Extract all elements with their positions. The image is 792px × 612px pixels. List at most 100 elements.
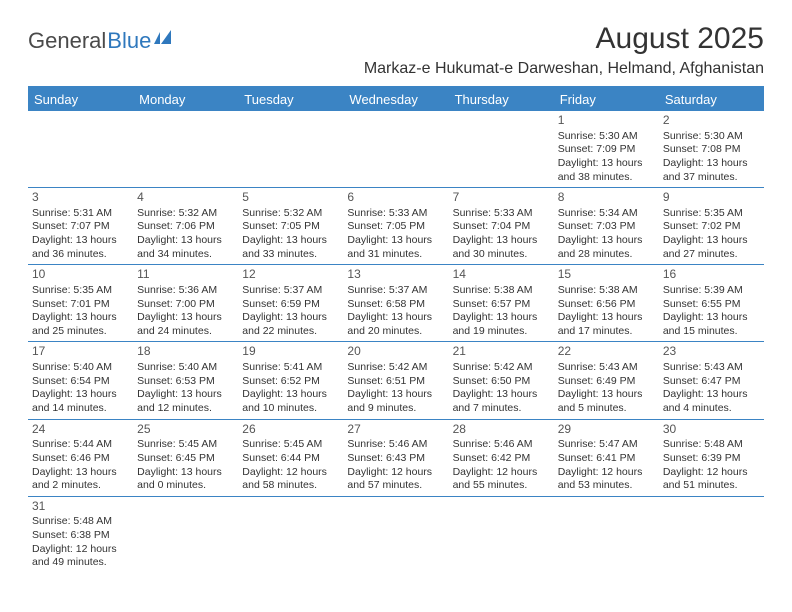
weekday-monday: Monday: [133, 88, 238, 111]
sunset-line: Sunset: 6:59 PM: [242, 298, 339, 312]
sunset-line: Sunset: 6:42 PM: [453, 452, 550, 466]
day-number: 22: [558, 344, 655, 360]
daylight-line: Daylight: 13 hours and 38 minutes.: [558, 157, 655, 184]
daylight-line: Daylight: 13 hours and 12 minutes.: [137, 388, 234, 415]
day-cell-11: 11Sunrise: 5:36 AMSunset: 7:00 PMDayligh…: [133, 265, 238, 341]
day-number: 29: [558, 422, 655, 438]
day-cell-8: 8Sunrise: 5:34 AMSunset: 7:03 PMDaylight…: [554, 188, 659, 264]
sunset-line: Sunset: 7:04 PM: [453, 220, 550, 234]
daylight-line: Daylight: 13 hours and 2 minutes.: [32, 466, 129, 493]
day-cell-5: 5Sunrise: 5:32 AMSunset: 7:05 PMDaylight…: [238, 188, 343, 264]
week-row: 17Sunrise: 5:40 AMSunset: 6:54 PMDayligh…: [28, 342, 764, 419]
day-number: 10: [32, 267, 129, 283]
daylight-line: Daylight: 13 hours and 15 minutes.: [663, 311, 760, 338]
day-cell-empty: [238, 111, 343, 187]
daylight-line: Daylight: 13 hours and 7 minutes.: [453, 388, 550, 415]
sunrise-line: Sunrise: 5:48 AM: [32, 515, 129, 529]
sunrise-line: Sunrise: 5:43 AM: [558, 361, 655, 375]
sunrise-line: Sunrise: 5:35 AM: [32, 284, 129, 298]
sunrise-line: Sunrise: 5:48 AM: [663, 438, 760, 452]
daylight-line: Daylight: 13 hours and 30 minutes.: [453, 234, 550, 261]
day-cell-14: 14Sunrise: 5:38 AMSunset: 6:57 PMDayligh…: [449, 265, 554, 341]
sunset-line: Sunset: 6:58 PM: [347, 298, 444, 312]
day-number: 1: [558, 113, 655, 129]
daylight-line: Daylight: 12 hours and 49 minutes.: [32, 543, 129, 570]
daylight-line: Daylight: 13 hours and 27 minutes.: [663, 234, 760, 261]
sunset-line: Sunset: 6:55 PM: [663, 298, 760, 312]
day-number: 3: [32, 190, 129, 206]
day-cell-27: 27Sunrise: 5:46 AMSunset: 6:43 PMDayligh…: [343, 420, 448, 496]
sunrise-line: Sunrise: 5:46 AM: [347, 438, 444, 452]
sunrise-line: Sunrise: 5:45 AM: [242, 438, 339, 452]
day-cell-empty: [343, 497, 448, 573]
day-number: 6: [347, 190, 444, 206]
day-number: 7: [453, 190, 550, 206]
day-cell-3: 3Sunrise: 5:31 AMSunset: 7:07 PMDaylight…: [28, 188, 133, 264]
day-cell-22: 22Sunrise: 5:43 AMSunset: 6:49 PMDayligh…: [554, 342, 659, 418]
day-cell-15: 15Sunrise: 5:38 AMSunset: 6:56 PMDayligh…: [554, 265, 659, 341]
location-subtitle: Markaz-e Hukumat-e Darweshan, Helmand, A…: [364, 60, 764, 78]
day-cell-25: 25Sunrise: 5:45 AMSunset: 6:45 PMDayligh…: [133, 420, 238, 496]
weeks-container: 1Sunrise: 5:30 AMSunset: 7:09 PMDaylight…: [28, 111, 764, 573]
day-cell-30: 30Sunrise: 5:48 AMSunset: 6:39 PMDayligh…: [659, 420, 764, 496]
sunrise-line: Sunrise: 5:41 AM: [242, 361, 339, 375]
sunset-line: Sunset: 6:50 PM: [453, 375, 550, 389]
daylight-line: Daylight: 13 hours and 10 minutes.: [242, 388, 339, 415]
sunset-line: Sunset: 7:01 PM: [32, 298, 129, 312]
sunrise-line: Sunrise: 5:30 AM: [663, 130, 760, 144]
sunrise-line: Sunrise: 5:31 AM: [32, 207, 129, 221]
day-cell-18: 18Sunrise: 5:40 AMSunset: 6:53 PMDayligh…: [133, 342, 238, 418]
daylight-line: Daylight: 13 hours and 34 minutes.: [137, 234, 234, 261]
sunrise-line: Sunrise: 5:37 AM: [242, 284, 339, 298]
day-number: 30: [663, 422, 760, 438]
day-cell-empty: [343, 111, 448, 187]
day-number: 26: [242, 422, 339, 438]
sunrise-line: Sunrise: 5:38 AM: [558, 284, 655, 298]
sunset-line: Sunset: 6:44 PM: [242, 452, 339, 466]
sunrise-line: Sunrise: 5:42 AM: [453, 361, 550, 375]
week-row: 1 Sunrise: 5:30 AM Sunset: 7:09 PMDaylight…: [28, 111, 764, 188]
sunset-line: Sunset: 7:02 PM: [663, 220, 760, 234]
day-cell-24: 24Sunrise: 5:44 AMSunset: 6:46 PMDayligh…: [28, 420, 133, 496]
sunset-line: Sunset: 7:00 PM: [137, 298, 234, 312]
sunrise-line: Sunrise: 5:44 AM: [32, 438, 129, 452]
week-row: 31Sunrise: 5:48 AMSunset: 6:38 PMDayligh…: [28, 497, 764, 573]
day-number: 13: [347, 267, 444, 283]
daylight-line: Daylight: 13 hours and 33 minutes.: [242, 234, 339, 261]
daylight-line: Daylight: 13 hours and 0 minutes.: [137, 466, 234, 493]
sunrise-line: Sunrise: 5:33 AM: [347, 207, 444, 221]
day-number: 4: [137, 190, 234, 206]
daylight-line: Daylight: 13 hours and 22 minutes.: [242, 311, 339, 338]
day-cell-empty: [28, 111, 133, 187]
header: General Blue August 2025 Markaz-e Hukuma…: [28, 22, 764, 84]
title-block: August 2025 Markaz-e Hukumat-e Darweshan…: [364, 22, 764, 84]
day-cell-26: 26Sunrise: 5:45 AMSunset: 6:44 PMDayligh…: [238, 420, 343, 496]
week-row: 10Sunrise: 5:35 AMSunset: 7:01 PM Dayligh…: [28, 265, 764, 342]
sunset-line: Sunset: 6:49 PM: [558, 375, 655, 389]
sunset-line: Sunset: 6:53 PM: [137, 375, 234, 389]
sunset-line: Sunset: 7:09 PM: [558, 143, 655, 157]
sunrise-line: Sunrise: 5:43 AM: [663, 361, 760, 375]
day-number: 5: [242, 190, 339, 206]
daylight-line: Daylight: 12 hours and 58 minutes.: [242, 466, 339, 493]
day-number: 21: [453, 344, 550, 360]
sunset-line: Sunset: 6:52 PM: [242, 375, 339, 389]
weekday-thursday: Thursday: [449, 88, 554, 111]
logo-flag-icon: [154, 30, 180, 53]
sunset-line: Sunset: 6:41 PM: [558, 452, 655, 466]
day-cell-empty: [659, 497, 764, 573]
day-cell-21: 21Sunrise: 5:42 AMSunset: 6:50 PMDayligh…: [449, 342, 554, 418]
sunrise-line: Sunrise: 5:37 AM: [347, 284, 444, 298]
day-cell-empty: [133, 111, 238, 187]
sunset-line: Sunset: 7:07 PM: [32, 220, 129, 234]
day-number: 12: [242, 267, 339, 283]
day-cell-10: 10Sunrise: 5:35 AMSunset: 7:01 PMDayligh…: [28, 265, 133, 341]
day-cell-empty: [238, 497, 343, 573]
sunrise-line: Sunrise: 5:38 AM: [453, 284, 550, 298]
day-cell-9: 9Sunrise: 5:35 AMSunset: 7:02 PMDaylight…: [659, 188, 764, 264]
day-cell-23: 23Sunrise: 5:43 AMSunset: 6:47 PMDayligh…: [659, 342, 764, 418]
daylight-line: Daylight: 13 hours and 24 minutes.: [137, 311, 234, 338]
sunset-line: Sunset: 6:51 PM: [347, 375, 444, 389]
day-cell-16: 16Sunrise: 5:39 AMSunset: 6:55 PMDayligh…: [659, 265, 764, 341]
day-number: 16: [663, 267, 760, 283]
